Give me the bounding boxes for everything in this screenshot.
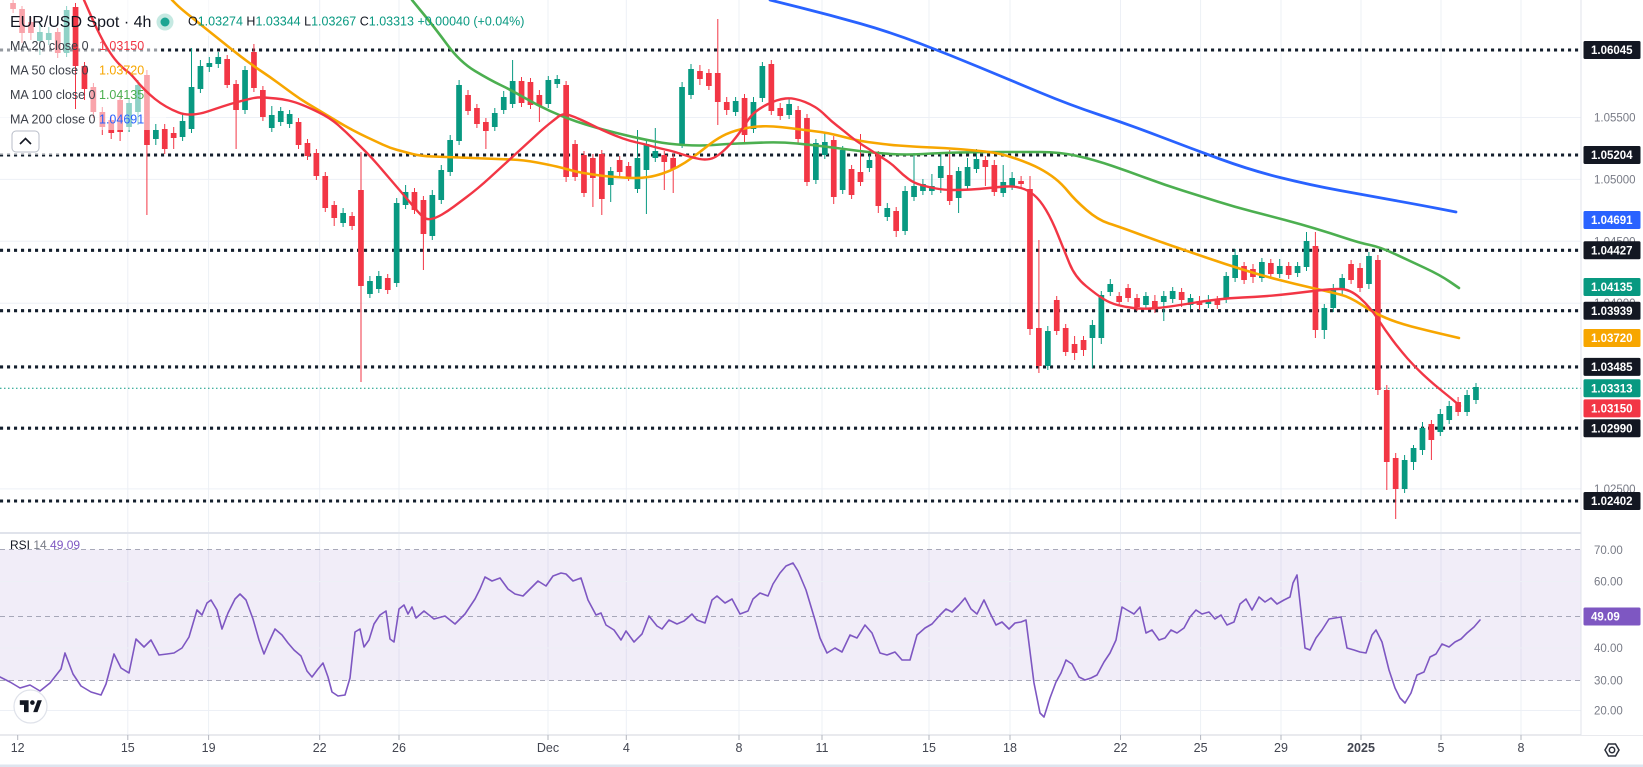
svg-text:1.05204: 1.05204 [1591, 150, 1633, 162]
svg-text:40.00: 40.00 [1594, 643, 1623, 655]
svg-text:1.03485: 1.03485 [1591, 362, 1633, 374]
svg-text:MA 100 close 0: MA 100 close 0 [10, 88, 96, 102]
svg-text:RSI 14 49.09: RSI 14 49.09 [10, 538, 80, 552]
svg-text:22: 22 [313, 741, 327, 755]
svg-text:1.03720: 1.03720 [1591, 333, 1633, 345]
svg-text:MA 20 close 0: MA 20 close 0 [10, 39, 89, 53]
svg-text:1.03150: 1.03150 [99, 39, 144, 53]
svg-text:1.04691: 1.04691 [99, 113, 144, 127]
svg-text:70.00: 70.00 [1594, 545, 1623, 557]
svg-text:8: 8 [736, 741, 743, 755]
svg-text:O1.03274 H1.03344 L1.03267 C1.: O1.03274 H1.03344 L1.03267 C1.03313 +0.0… [188, 15, 524, 29]
svg-text:20.00: 20.00 [1594, 706, 1623, 718]
svg-text:15: 15 [121, 741, 135, 755]
svg-text:15: 15 [922, 741, 936, 755]
svg-text:29: 29 [1274, 741, 1288, 755]
svg-text:EUR/USD Spot · 4h: EUR/USD Spot · 4h [10, 14, 151, 31]
svg-text:26: 26 [392, 741, 406, 755]
svg-text:30.00: 30.00 [1594, 676, 1623, 688]
svg-text:MA 50 close 0: MA 50 close 0 [10, 64, 89, 78]
svg-text:60.00: 60.00 [1594, 577, 1623, 589]
svg-text:1.05000: 1.05000 [1594, 174, 1636, 186]
svg-text:25: 25 [1194, 741, 1208, 755]
svg-text:1.04691: 1.04691 [1591, 215, 1633, 227]
svg-text:1.04427: 1.04427 [1591, 246, 1633, 258]
svg-text:1.02402: 1.02402 [1591, 496, 1633, 508]
svg-text:Dec: Dec [537, 741, 559, 755]
svg-text:19: 19 [202, 741, 216, 755]
svg-text:1.06045: 1.06045 [1591, 45, 1633, 57]
svg-text:5: 5 [1438, 741, 1445, 755]
svg-text:2025: 2025 [1347, 741, 1375, 755]
svg-text:1.04135: 1.04135 [99, 88, 144, 102]
svg-text:1.04135: 1.04135 [1591, 282, 1633, 294]
svg-text:8: 8 [1518, 741, 1525, 755]
svg-text:MA 200 close 0: MA 200 close 0 [10, 113, 96, 127]
svg-text:11: 11 [816, 741, 829, 755]
svg-text:1.03720: 1.03720 [99, 64, 144, 78]
svg-text:1.03939: 1.03939 [1591, 306, 1633, 318]
svg-text:1.05500: 1.05500 [1594, 113, 1636, 125]
svg-text:1.03313: 1.03313 [1591, 383, 1633, 395]
svg-text:1.03150: 1.03150 [1591, 404, 1633, 416]
svg-text:1.02990: 1.02990 [1591, 423, 1633, 435]
svg-text:18: 18 [1003, 741, 1017, 755]
svg-text:4: 4 [623, 741, 630, 755]
svg-text:12: 12 [11, 741, 25, 755]
svg-text:49.09: 49.09 [1591, 612, 1620, 624]
svg-text:22: 22 [1114, 741, 1128, 755]
